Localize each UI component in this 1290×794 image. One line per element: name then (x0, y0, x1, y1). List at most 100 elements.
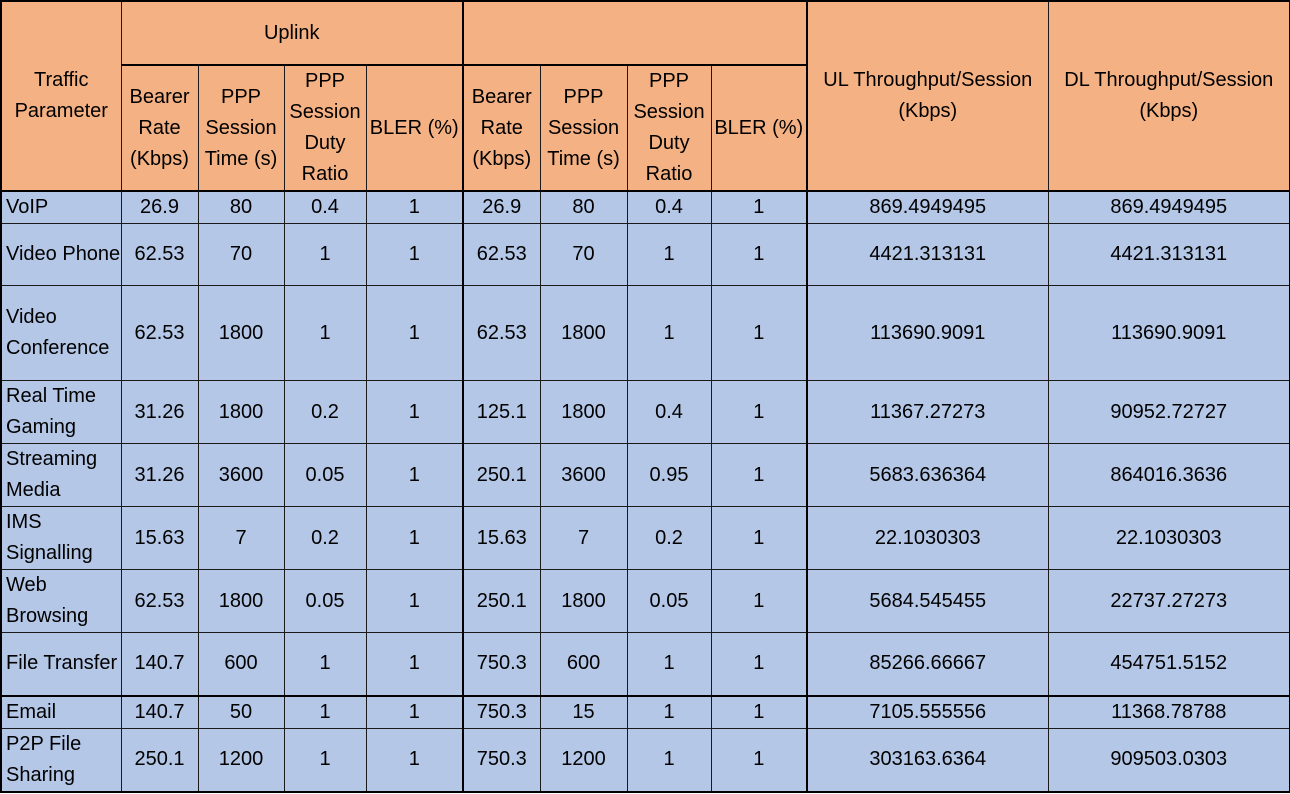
cell-dl-bearer-rate: 62.53 (462, 285, 541, 381)
cell-ul-bler: 1 (365, 223, 465, 286)
cell-ul-throughput: 5683.636364 (806, 443, 1049, 507)
cell-dl-duty-ratio: 1 (626, 694, 712, 729)
cell-dl-throughput: 11368.78788 (1047, 694, 1290, 729)
cell-dl-duty-ratio: 0.4 (626, 380, 712, 444)
cell-ul-session-time: 1800 (197, 285, 285, 381)
header-dl-throughput: DL Throughput/Session (Kbps) (1047, 0, 1290, 192)
header-ul-duty-ratio: PPP Session Duty Ratio (283, 64, 367, 192)
cell-ul-bearer-rate: 62.53 (120, 223, 199, 286)
header-dl-session-time: PPP Session Time (s) (539, 64, 628, 192)
header-dl-bearer-rate: Bearer Rate (Kbps) (462, 64, 541, 192)
cell-ul-bler: 1 (365, 285, 465, 381)
table-row: Web Browsing 62.53 1800 0.05 1 250.1 1800 0.05 1… (0, 569, 1290, 633)
cell-ul-bearer-rate: 31.26 (120, 380, 199, 444)
cell-traffic-name: File Transfer (0, 632, 122, 696)
cell-ul-session-time: 3600 (197, 443, 285, 507)
cell-ul-bler: 1 (365, 632, 465, 696)
table-row: File Transfer 140.7 600 1 1 750.3 600 1 1 85266.6… (0, 632, 1290, 696)
cell-dl-bler: 1 (710, 569, 809, 633)
cell-ul-bearer-rate: 62.53 (120, 569, 199, 633)
cell-dl-bearer-rate: 62.53 (462, 223, 541, 286)
cell-ul-bler: 1 (365, 694, 465, 729)
cell-ul-session-time: 1200 (197, 727, 285, 793)
table-row: VoIP 26.9 80 0.4 1 26.9 80 0.4 1 869.4949495 869.4… (0, 190, 1290, 224)
cell-ul-bearer-rate: 250.1 (120, 727, 199, 793)
table-row: Video Phone 62.53 70 1 1 62.53 70 1 1 4421.313131… (0, 223, 1290, 286)
cell-dl-bler: 1 (710, 727, 809, 793)
cell-dl-bearer-rate: 750.3 (462, 694, 541, 729)
cell-dl-throughput: 113690.9091 (1047, 285, 1290, 381)
cell-dl-duty-ratio: 1 (626, 727, 712, 793)
table-header: Traffic Parameter Uplink UL Throughput/S… (0, 0, 1290, 192)
table-row: Video Conference 62.53 1800 1 1 62.53 1800 1 1 11… (0, 285, 1290, 381)
cell-dl-bler: 1 (710, 443, 809, 507)
table-row: P2P File Sharing 250.1 1200 1 1 750.3 1200 1 1 30… (0, 727, 1290, 793)
cell-dl-throughput: 90952.72727 (1047, 380, 1290, 444)
cell-traffic-name: Video Phone (0, 223, 122, 286)
cell-ul-throughput: 113690.9091 (806, 285, 1049, 381)
cell-dl-bearer-rate: 250.1 (462, 569, 541, 633)
cell-ul-throughput: 4421.313131 (806, 223, 1049, 286)
cell-ul-bearer-rate: 15.63 (120, 506, 199, 570)
cell-traffic-name: Web Browsing (0, 569, 122, 633)
cell-traffic-name: IMS Signalling (0, 506, 122, 570)
cell-ul-bler: 1 (365, 727, 465, 793)
cell-dl-bler: 1 (710, 380, 809, 444)
cell-dl-bearer-rate: 250.1 (462, 443, 541, 507)
cell-ul-bler: 1 (365, 443, 465, 507)
cell-dl-duty-ratio: 0.2 (626, 506, 712, 570)
header-dl-duty-ratio: PPP Session Duty Ratio (626, 64, 712, 192)
cell-ul-duty-ratio: 0.05 (283, 443, 367, 507)
cell-dl-bler: 1 (710, 694, 809, 729)
cell-traffic-name: VoIP (0, 190, 122, 224)
cell-dl-session-time: 7 (539, 506, 628, 570)
cell-dl-bler: 1 (710, 632, 809, 696)
cell-dl-throughput: 909503.0303 (1047, 727, 1290, 793)
cell-dl-session-time: 80 (539, 190, 628, 224)
cell-dl-session-time: 1800 (539, 380, 628, 444)
cell-dl-throughput: 454751.5152 (1047, 632, 1290, 696)
cell-dl-throughput: 22.1030303 (1047, 506, 1290, 570)
cell-dl-session-time: 3600 (539, 443, 628, 507)
cell-dl-session-time: 1800 (539, 285, 628, 381)
cell-dl-throughput: 4421.313131 (1047, 223, 1290, 286)
cell-dl-session-time: 1800 (539, 569, 628, 633)
cell-ul-session-time: 80 (197, 190, 285, 224)
cell-ul-session-time: 600 (197, 632, 285, 696)
cell-ul-session-time: 1800 (197, 380, 285, 444)
cell-ul-session-time: 7 (197, 506, 285, 570)
table-row: Real Time Gaming 31.26 1800 0.2 1 125.1 1800 0.… (0, 380, 1290, 444)
header-downlink (462, 0, 809, 66)
table-row: IMS Signalling 15.63 7 0.2 1 15.63 7 0.2 1 22.103… (0, 506, 1290, 570)
table-body: VoIP 26.9 80 0.4 1 26.9 80 0.4 1 869.4949495 869.4… (0, 190, 1290, 793)
header-ul-bler: BLER (%) (365, 64, 465, 192)
header-ul-throughput: UL Throughput/Session (Kbps) (806, 0, 1049, 192)
cell-ul-throughput: 22.1030303 (806, 506, 1049, 570)
cell-dl-throughput: 864016.3636 (1047, 443, 1290, 507)
cell-dl-session-time: 600 (539, 632, 628, 696)
cell-traffic-name: Streaming Media (0, 443, 122, 507)
cell-ul-throughput: 11367.27273 (806, 380, 1049, 444)
cell-ul-bearer-rate: 140.7 (120, 632, 199, 696)
table-row: Email 140.7 50 1 1 750.3 15 1 1 7105.555556 11368.… (0, 694, 1290, 729)
cell-dl-bearer-rate: 750.3 (462, 632, 541, 696)
cell-ul-duty-ratio: 0.2 (283, 506, 367, 570)
cell-dl-bearer-rate: 125.1 (462, 380, 541, 444)
cell-dl-duty-ratio: 1 (626, 223, 712, 286)
cell-dl-session-time: 15 (539, 694, 628, 729)
header-ul-bearer-rate: Bearer Rate (Kbps) (120, 64, 199, 192)
cell-traffic-name: Email (0, 694, 122, 729)
cell-ul-throughput: 85266.66667 (806, 632, 1049, 696)
cell-dl-duty-ratio: 0.05 (626, 569, 712, 633)
cell-traffic-name: P2P File Sharing (0, 727, 122, 793)
cell-dl-duty-ratio: 1 (626, 285, 712, 381)
cell-dl-bearer-rate: 26.9 (462, 190, 541, 224)
cell-ul-duty-ratio: 1 (283, 285, 367, 381)
cell-ul-throughput: 869.4949495 (806, 190, 1049, 224)
cell-ul-duty-ratio: 1 (283, 223, 367, 286)
cell-ul-bearer-rate: 140.7 (120, 694, 199, 729)
cell-ul-duty-ratio: 0.2 (283, 380, 367, 444)
table-row: Streaming Media 31.26 3600 0.05 1 250.1 3600 0.… (0, 443, 1290, 507)
cell-ul-throughput: 303163.6364 (806, 727, 1049, 793)
cell-ul-duty-ratio: 1 (283, 632, 367, 696)
